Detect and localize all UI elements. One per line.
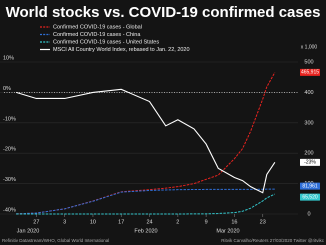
month-label: Mar 2020	[216, 228, 239, 234]
y2-tick-label: 300	[304, 120, 313, 126]
legend-label: Confirmed COVID-19 cases - China	[53, 32, 141, 38]
y2-tick-label: 0	[307, 211, 310, 217]
value-label-box	[300, 68, 320, 76]
series-line	[16, 188, 275, 215]
y-tick-label: -30%	[3, 177, 16, 183]
legend-label: Confirmed COVID-19 cases - United States	[53, 39, 159, 45]
x-tick-label: 27	[33, 219, 39, 225]
series-line	[15, 88, 276, 194]
legend-label: Confirmed COVID-19 cases - Global	[53, 24, 142, 30]
x-tick-label: 24	[146, 219, 152, 225]
source: Refinitiv Datastream/WHO, Global World I…	[2, 238, 109, 243]
y-tick-label: 0%	[3, 86, 11, 92]
x-tick-label: 17	[118, 219, 124, 225]
value-label: -23%	[304, 160, 316, 166]
value-label-box	[300, 158, 320, 166]
x-tick-label: 2	[176, 219, 179, 225]
series-line	[16, 72, 276, 215]
chart-title: World stocks vs. COVID-19 confirmed case…	[6, 4, 321, 21]
y2-axis-label: x 1,000	[301, 44, 318, 50]
y2-tick-label: 500	[304, 59, 313, 65]
month-label: Feb 2020	[134, 228, 157, 234]
y-tick-label: 10%	[3, 55, 14, 61]
x-tick-label: 23	[260, 219, 266, 225]
value-label: 65,520	[302, 194, 318, 200]
x-tick-label: 9	[205, 219, 208, 225]
y2-tick-label: 400	[304, 90, 313, 96]
x-tick-label: 10	[90, 219, 96, 225]
value-label-box	[300, 182, 320, 190]
series-line	[16, 193, 276, 215]
credit: Ritvik Carvalho/Reuters 27/03/2020 Twitt…	[221, 238, 325, 243]
y-tick-label: -10%	[3, 116, 16, 122]
x-tick-label: 16	[231, 219, 237, 225]
y-tick-label: -40%	[3, 207, 16, 213]
value-label: 465,915	[301, 70, 319, 76]
y-tick-label: -20%	[3, 147, 16, 153]
month-label: Jan 2020	[17, 228, 40, 234]
value-label: 81,961	[302, 183, 318, 189]
legend-label: MSCI All Country World Index, rebased to…	[53, 47, 190, 53]
x-tick-label: 3	[63, 219, 66, 225]
value-label-box	[300, 193, 320, 201]
y2-tick-label: 200	[304, 151, 313, 157]
